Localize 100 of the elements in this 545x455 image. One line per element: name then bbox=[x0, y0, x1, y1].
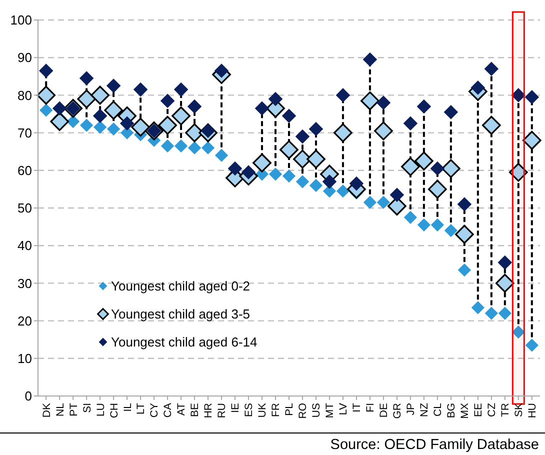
point bbox=[428, 180, 447, 199]
point bbox=[104, 100, 123, 120]
point bbox=[160, 139, 174, 153]
x-tick-label: GR bbox=[392, 402, 404, 419]
point bbox=[390, 188, 404, 202]
point bbox=[120, 116, 134, 131]
point bbox=[362, 52, 378, 67]
point bbox=[187, 99, 202, 114]
y-tick-label: 60 bbox=[18, 162, 32, 178]
point bbox=[511, 88, 526, 102]
point bbox=[252, 153, 272, 172]
point bbox=[158, 116, 177, 135]
point bbox=[457, 197, 472, 212]
x-tick-label: PL bbox=[284, 402, 296, 416]
x-tick-label: CH bbox=[108, 403, 120, 418]
point bbox=[107, 122, 120, 136]
x-tick-label: MT bbox=[324, 402, 336, 418]
point bbox=[282, 108, 296, 124]
point bbox=[444, 104, 458, 120]
point bbox=[336, 184, 350, 198]
x-tick-label: EE bbox=[472, 403, 485, 418]
point bbox=[214, 148, 228, 162]
point bbox=[92, 108, 108, 124]
point bbox=[471, 301, 484, 314]
x-tick-label: DE bbox=[378, 403, 390, 418]
x-tick-label: CZ bbox=[486, 402, 498, 417]
point bbox=[174, 139, 188, 153]
source-note: Source: OECD Family Database bbox=[330, 437, 539, 453]
point bbox=[241, 165, 256, 180]
x-tick-label: DK bbox=[40, 403, 53, 418]
point bbox=[404, 210, 418, 224]
x-tick-label: JP bbox=[405, 403, 418, 416]
point bbox=[131, 118, 150, 137]
point bbox=[482, 116, 501, 135]
y-tick-label: 70 bbox=[18, 125, 32, 140]
x-tick-label: FR bbox=[270, 402, 282, 417]
y-tick-label: 20 bbox=[18, 313, 32, 328]
point bbox=[94, 120, 107, 134]
x-tick-label: CY bbox=[148, 403, 161, 418]
point bbox=[77, 90, 96, 108]
x-tick-label: SI bbox=[81, 403, 94, 413]
point bbox=[334, 123, 352, 142]
point bbox=[498, 255, 512, 270]
point bbox=[228, 161, 242, 176]
point bbox=[525, 338, 538, 352]
point bbox=[309, 178, 323, 192]
point bbox=[495, 274, 514, 293]
y-tick-label: 100 bbox=[10, 12, 32, 28]
x-tick-label: CA bbox=[162, 403, 174, 418]
point bbox=[50, 112, 70, 131]
point bbox=[280, 140, 298, 160]
point bbox=[401, 157, 420, 176]
x-tick-label: IL bbox=[122, 402, 134, 412]
point bbox=[508, 162, 528, 182]
point bbox=[306, 150, 326, 169]
x-tick-label: UK bbox=[256, 403, 269, 418]
point bbox=[214, 64, 229, 78]
point bbox=[417, 218, 431, 232]
x-tick-label: NL bbox=[54, 402, 66, 416]
point bbox=[254, 101, 270, 116]
point bbox=[201, 141, 215, 154]
point bbox=[498, 306, 512, 320]
point bbox=[430, 161, 445, 176]
x-tick-label: LT bbox=[135, 402, 148, 414]
point bbox=[444, 224, 458, 238]
point bbox=[308, 122, 324, 136]
point bbox=[484, 306, 498, 320]
point bbox=[416, 99, 432, 114]
point bbox=[374, 121, 393, 140]
x-tick-label: HU bbox=[526, 403, 539, 418]
y-tick-label: 50 bbox=[18, 200, 32, 216]
point bbox=[484, 62, 499, 76]
y-tick-label: 40 bbox=[18, 238, 32, 254]
point bbox=[295, 129, 310, 144]
x-tick-label: LU bbox=[94, 403, 107, 416]
x-tick-label: IT bbox=[351, 402, 364, 412]
x-tick-label: RU bbox=[216, 403, 228, 418]
legend-label: Youngest child aged 3-5 bbox=[111, 306, 250, 322]
point bbox=[442, 159, 460, 178]
point bbox=[360, 91, 380, 110]
point bbox=[336, 88, 350, 102]
point bbox=[106, 78, 121, 93]
point bbox=[430, 218, 444, 232]
y-tick-label: 30 bbox=[18, 276, 32, 291]
point bbox=[522, 130, 542, 150]
x-tick-label: MX bbox=[459, 403, 472, 419]
point bbox=[188, 141, 202, 154]
point bbox=[38, 64, 54, 78]
point bbox=[363, 196, 377, 209]
y-tick-label: 90 bbox=[18, 50, 32, 66]
x-tick-label: SK bbox=[513, 403, 526, 418]
y-tick-label: 80 bbox=[18, 88, 32, 103]
point bbox=[40, 104, 53, 117]
x-tick-label: IE bbox=[230, 403, 242, 413]
point bbox=[458, 263, 471, 277]
point bbox=[268, 92, 283, 106]
x-tick-label: AT bbox=[176, 402, 188, 416]
x-tick-label: HR bbox=[202, 402, 215, 418]
x-tick-label: NZ bbox=[418, 402, 431, 417]
point bbox=[172, 106, 190, 126]
